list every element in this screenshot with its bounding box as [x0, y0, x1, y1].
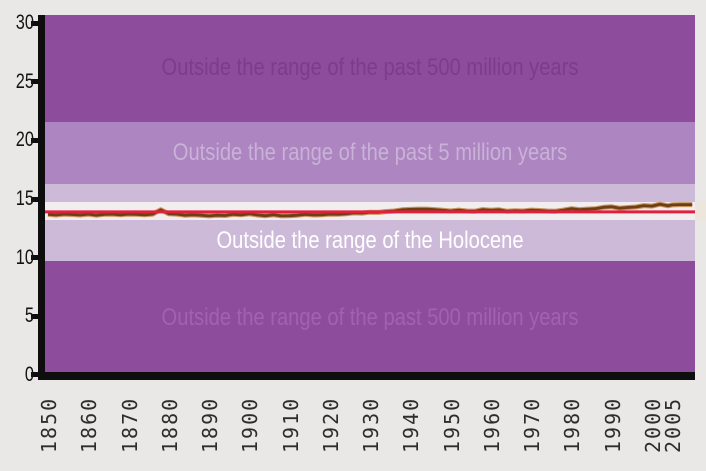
y-axis-tick — [31, 137, 39, 143]
x-axis-tick-label: 1880 — [157, 396, 182, 453]
x-axis-tick-label: 1870 — [117, 396, 142, 453]
y-axis-tick — [31, 20, 39, 26]
y-axis-tick-label: 20 — [15, 128, 34, 152]
x-axis-tick-label: 1940 — [399, 396, 424, 453]
band-label-outside-500-million-years-upper: Outside the range of the past 500 millio… — [161, 54, 579, 82]
y-axis-tick-label: 0 — [24, 362, 34, 386]
y-axis-tick-label: 30 — [15, 11, 34, 35]
x-axis-tick-label: 1860 — [77, 396, 102, 453]
x-axis-tick-label: 1970 — [520, 396, 545, 453]
y-axis-tick-label: 5 — [24, 304, 34, 328]
x-axis-tick-label: 1890 — [198, 396, 223, 453]
y-axis-tick — [31, 196, 39, 202]
x-axis-line — [38, 372, 695, 380]
band-edge-artifact — [695, 201, 706, 222]
band-label-outside-5-million-years: Outside the range of the past 5 million … — [172, 139, 568, 166]
x-axis-tick-label: 1960 — [479, 396, 504, 453]
chart-lines — [45, 201, 695, 219]
temperature-band-outside-500-million-years-upper — [45, 15, 695, 122]
temperature-band-outside-5-million-years — [45, 121, 695, 185]
x-axis-tick-label: 1850 — [37, 396, 61, 453]
y-axis-tick — [31, 255, 39, 261]
y-axis-tick — [31, 313, 39, 319]
y-axis-tick — [31, 79, 39, 85]
y-axis-tick-label: 15 — [15, 187, 34, 211]
temperature-band-outside-holocene — [45, 220, 695, 261]
x-axis-tick-label: 1920 — [318, 396, 343, 453]
band-label-outside-holocene: Outside the range of the Holocene — [216, 226, 524, 254]
y-axis-tick-label: 25 — [15, 69, 34, 93]
temperature-band-outside-500-million-years-lower — [45, 260, 695, 372]
y-axis-tick-label: 10 — [15, 245, 34, 269]
band-label-outside-500-million-years-lower: Outside the range of the past 500 millio… — [161, 303, 579, 331]
y-axis-line — [38, 15, 45, 380]
x-axis-tick-label: 1980 — [560, 396, 585, 453]
x-axis-tick-label: 1900 — [238, 396, 263, 453]
x-axis-tick-label: 1950 — [439, 396, 464, 453]
temperature-band-within-5-million-years-sliver — [45, 184, 695, 202]
x-axis-tick-label: 2005 — [661, 396, 686, 453]
plot-area: Outside the range of the past 500 millio… — [45, 15, 695, 372]
x-axis-tick-label: 1910 — [278, 396, 303, 453]
y-axis-tick — [31, 372, 39, 378]
x-axis-tick-label: 1990 — [600, 396, 625, 453]
x-axis-tick-label: 1930 — [359, 396, 384, 453]
